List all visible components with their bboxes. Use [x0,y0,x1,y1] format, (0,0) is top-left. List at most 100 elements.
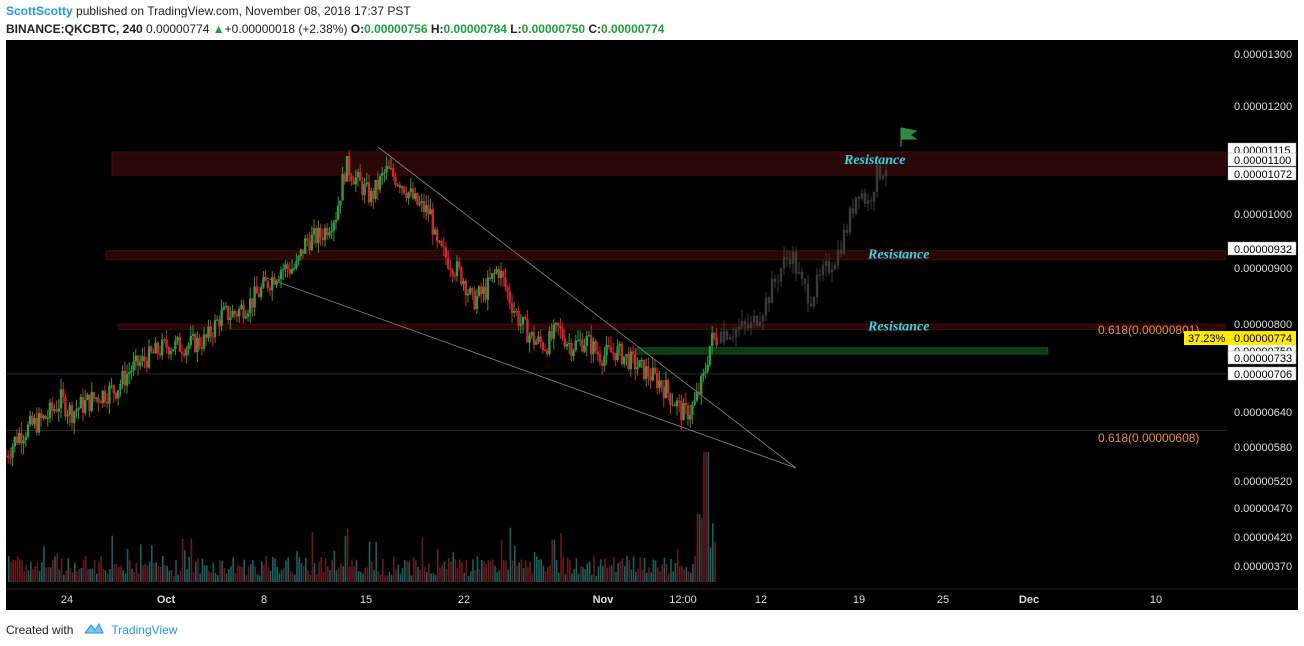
volume-bar [615,572,617,582]
volume-bar [492,559,494,582]
candle [378,175,382,190]
volume-bar [698,514,701,582]
candle [418,202,421,205]
projection-candle [857,196,861,199]
volume-bar [316,574,318,582]
candle [130,370,133,373]
candle [686,405,690,420]
volume-bar [547,567,549,582]
volume-bar [419,569,421,582]
trendline-lower [263,276,797,469]
candle [110,385,113,387]
volume-bar [245,575,248,582]
volume-bar [608,566,611,582]
projection-candle [728,337,732,340]
high-label: H: [430,22,444,36]
candle [684,403,687,406]
volume-bar [597,566,600,582]
volume-bar [173,575,175,582]
candle [172,349,175,351]
candle [48,402,52,418]
volume-bar [489,561,492,582]
volume-bar [551,539,553,582]
volume-bar [278,573,281,582]
candle [15,436,19,444]
volume-bar [300,562,303,582]
volume-bar [309,574,311,582]
candle [458,261,461,268]
projection-candle [854,196,858,214]
candle [222,306,225,310]
volume-bar [635,572,637,582]
volume-bar [610,565,613,582]
volume-bar [60,558,63,582]
price-chart[interactable]: Resistance Resistance Resistance 0.618(0.00… [6,40,1298,610]
candle [112,385,115,393]
volume-bar [272,557,274,582]
candle [711,332,714,346]
candle [235,313,239,317]
candle [143,356,146,361]
volume-bar [586,563,589,582]
volume-bar [184,550,186,582]
candle [90,392,93,411]
volume-bar [269,570,272,582]
candle [295,260,298,269]
volume-bar [10,562,12,582]
tradingview-link[interactable]: TradingView [111,622,178,637]
tradingview-logo-icon[interactable] [83,621,105,638]
volume-bar [373,570,375,582]
projection-candle [809,303,813,307]
volume-bar [214,573,217,582]
volume-bar [206,565,208,582]
projection-candle [788,258,792,264]
chart-area[interactable]: Resistance Resistance Resistance 0.618(0.00… [6,40,1298,610]
candle [238,308,241,317]
volume-bar [626,556,628,582]
candle [460,267,463,285]
candle [576,339,580,341]
candle [321,237,324,241]
volume-bar [569,560,571,582]
volume-bar [34,566,36,582]
candle [55,409,58,412]
candle [631,351,635,355]
candle [629,351,632,370]
volume-bar [170,569,173,582]
volume-bar [599,559,602,582]
candle [620,343,624,365]
volume-bar [604,558,606,582]
up-arrow-icon: ▲ [212,22,225,36]
projection-candle [722,331,726,343]
volume-bar [652,559,655,582]
projection-candle [875,164,879,192]
volume-bar [126,548,129,582]
candle [425,205,428,213]
candle [356,171,360,178]
projection-candle [848,208,852,233]
candle [88,394,91,411]
close-label: C: [588,22,602,36]
candle [612,352,615,354]
projection-candle [815,274,819,298]
candle [253,286,256,308]
volume-bar [511,560,514,582]
candle [480,286,483,295]
volume-bar [166,566,168,582]
volume-bar [102,568,105,582]
volume-bar [38,570,41,582]
candle [229,317,232,320]
candle [9,457,12,459]
volume-bar [247,566,250,582]
volume-bar [340,562,342,582]
volume-bar [65,570,67,582]
low-label: L: [510,22,522,36]
volume-bar [628,559,630,582]
price-level-label: 0.00001100 [1234,155,1291,167]
author-name[interactable]: ScottScotty [6,4,73,18]
volume-bar [712,523,714,582]
volume-bar [575,558,578,582]
volume-bar [540,559,542,582]
candle [594,341,597,352]
volume-bar [406,560,408,582]
